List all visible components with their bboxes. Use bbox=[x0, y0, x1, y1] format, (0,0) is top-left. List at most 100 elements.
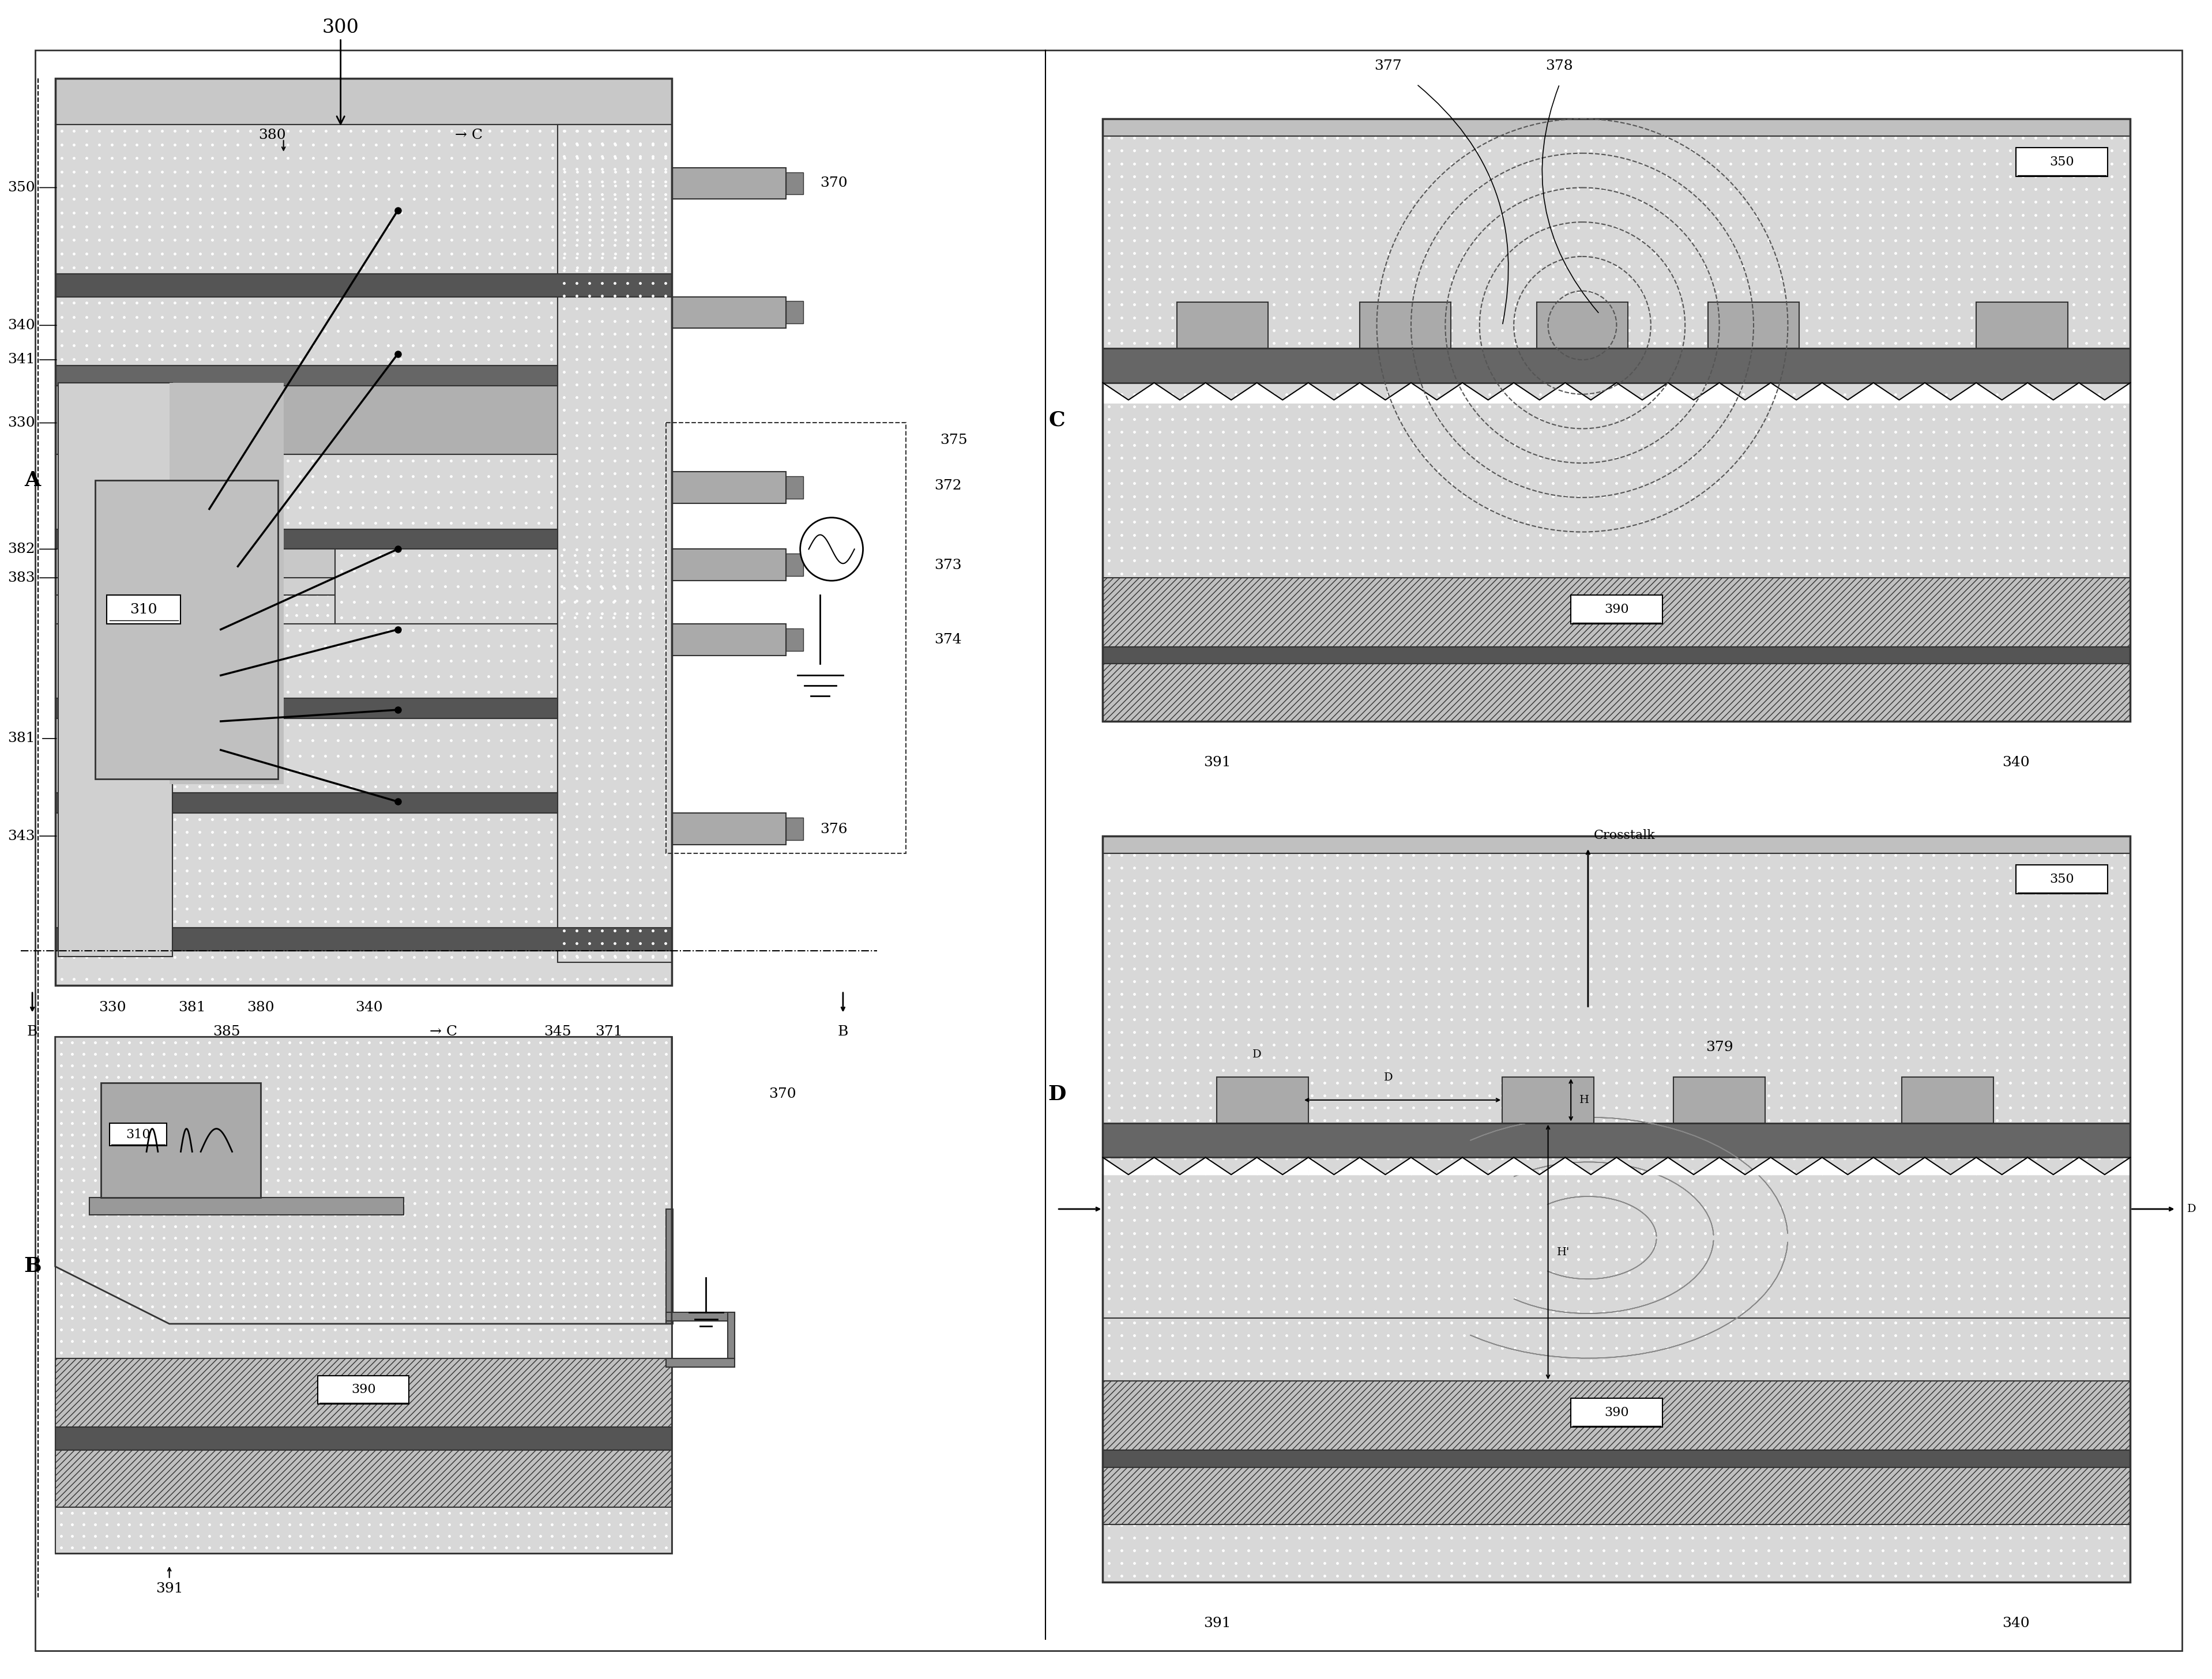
Bar bbox=[557, 124, 672, 962]
Bar bbox=[55, 455, 557, 529]
Text: D: D bbox=[1048, 1085, 1066, 1105]
Bar bbox=[1708, 302, 1798, 348]
Text: D: D bbox=[1382, 1073, 1391, 1083]
Bar bbox=[672, 623, 785, 655]
Bar bbox=[2015, 865, 2108, 893]
Bar bbox=[334, 549, 672, 623]
Bar bbox=[666, 1313, 734, 1321]
Bar bbox=[55, 79, 672, 986]
Text: 376: 376 bbox=[821, 823, 847, 836]
Bar bbox=[55, 719, 557, 792]
Text: D: D bbox=[1252, 1049, 1261, 1059]
Bar bbox=[55, 1451, 672, 1508]
Text: 390: 390 bbox=[1604, 1407, 1628, 1419]
Bar bbox=[1102, 1382, 2130, 1451]
Bar bbox=[728, 1313, 734, 1358]
Text: 300: 300 bbox=[323, 18, 358, 124]
Bar bbox=[1975, 302, 2066, 348]
Text: 379: 379 bbox=[1705, 1041, 1732, 1054]
Text: 330: 330 bbox=[100, 1001, 126, 1014]
Bar bbox=[55, 1427, 672, 1451]
Text: 374: 374 bbox=[933, 633, 962, 646]
Text: 373: 373 bbox=[933, 559, 962, 573]
Bar bbox=[672, 168, 785, 200]
Bar bbox=[55, 79, 672, 986]
Bar bbox=[55, 1358, 672, 1427]
Bar bbox=[1177, 302, 1267, 348]
Text: 391: 391 bbox=[1203, 756, 1230, 769]
Bar bbox=[55, 928, 672, 950]
Text: 382: 382 bbox=[7, 542, 35, 556]
Bar bbox=[55, 79, 672, 124]
Bar bbox=[1360, 302, 1451, 348]
Text: C: C bbox=[1048, 410, 1066, 430]
Bar bbox=[55, 698, 557, 719]
Bar bbox=[1102, 119, 2130, 722]
Bar bbox=[672, 297, 785, 327]
Text: 370: 370 bbox=[768, 1088, 796, 1101]
Bar bbox=[55, 386, 557, 455]
Bar bbox=[785, 301, 803, 324]
Text: 340: 340 bbox=[2002, 756, 2028, 769]
Text: 343: 343 bbox=[7, 829, 35, 843]
Text: B: B bbox=[27, 1026, 38, 1039]
Text: 350: 350 bbox=[7, 181, 35, 195]
Text: 350: 350 bbox=[2048, 156, 2073, 168]
Text: 390: 390 bbox=[1604, 603, 1628, 616]
Text: 380: 380 bbox=[259, 129, 285, 141]
Bar bbox=[55, 549, 334, 578]
Text: 340: 340 bbox=[356, 1001, 383, 1014]
Bar bbox=[55, 813, 557, 928]
Bar bbox=[1102, 119, 2130, 136]
Text: 380: 380 bbox=[248, 1001, 274, 1014]
Bar bbox=[95, 480, 279, 779]
Bar bbox=[672, 549, 785, 581]
Bar bbox=[1102, 663, 2130, 722]
Bar bbox=[1102, 348, 2130, 383]
Bar bbox=[1217, 1076, 1307, 1123]
Bar bbox=[785, 818, 803, 839]
Text: 345: 345 bbox=[544, 1026, 571, 1039]
Bar bbox=[785, 554, 803, 576]
Bar bbox=[55, 950, 672, 986]
Bar bbox=[55, 274, 672, 297]
Text: A: A bbox=[24, 470, 40, 490]
Text: 330: 330 bbox=[7, 416, 35, 430]
Text: 391: 391 bbox=[155, 1582, 184, 1595]
Bar bbox=[2015, 148, 2108, 176]
Bar bbox=[672, 813, 785, 845]
Bar bbox=[1502, 1076, 1593, 1123]
Bar bbox=[785, 628, 803, 651]
Text: 310: 310 bbox=[131, 603, 157, 616]
Bar bbox=[170, 383, 283, 784]
Bar bbox=[1102, 1451, 2130, 1467]
Bar bbox=[1902, 1076, 1993, 1123]
Bar bbox=[55, 623, 557, 698]
Text: 381: 381 bbox=[9, 732, 35, 745]
Bar bbox=[55, 79, 672, 986]
Bar bbox=[55, 549, 334, 594]
Bar bbox=[55, 124, 672, 274]
Bar bbox=[55, 1038, 672, 1553]
Bar bbox=[55, 366, 557, 386]
Bar bbox=[666, 1358, 734, 1367]
Text: B: B bbox=[24, 1256, 42, 1276]
Bar bbox=[1102, 836, 2130, 1582]
Text: 341: 341 bbox=[9, 353, 35, 366]
Bar bbox=[785, 477, 803, 499]
Bar bbox=[55, 792, 557, 813]
Bar bbox=[1102, 1467, 2130, 1525]
Bar bbox=[666, 423, 905, 853]
Bar bbox=[108, 1123, 166, 1147]
Text: 372: 372 bbox=[933, 480, 962, 492]
Bar bbox=[1102, 578, 2130, 646]
Bar bbox=[666, 1209, 672, 1323]
Text: → C: → C bbox=[429, 1026, 458, 1039]
Text: 391: 391 bbox=[1203, 1617, 1230, 1630]
Bar bbox=[1102, 1123, 2130, 1157]
Text: 371: 371 bbox=[595, 1026, 622, 1039]
Circle shape bbox=[801, 517, 863, 581]
Bar bbox=[106, 594, 181, 623]
Text: 310: 310 bbox=[126, 1128, 150, 1140]
Text: 370: 370 bbox=[821, 176, 847, 190]
